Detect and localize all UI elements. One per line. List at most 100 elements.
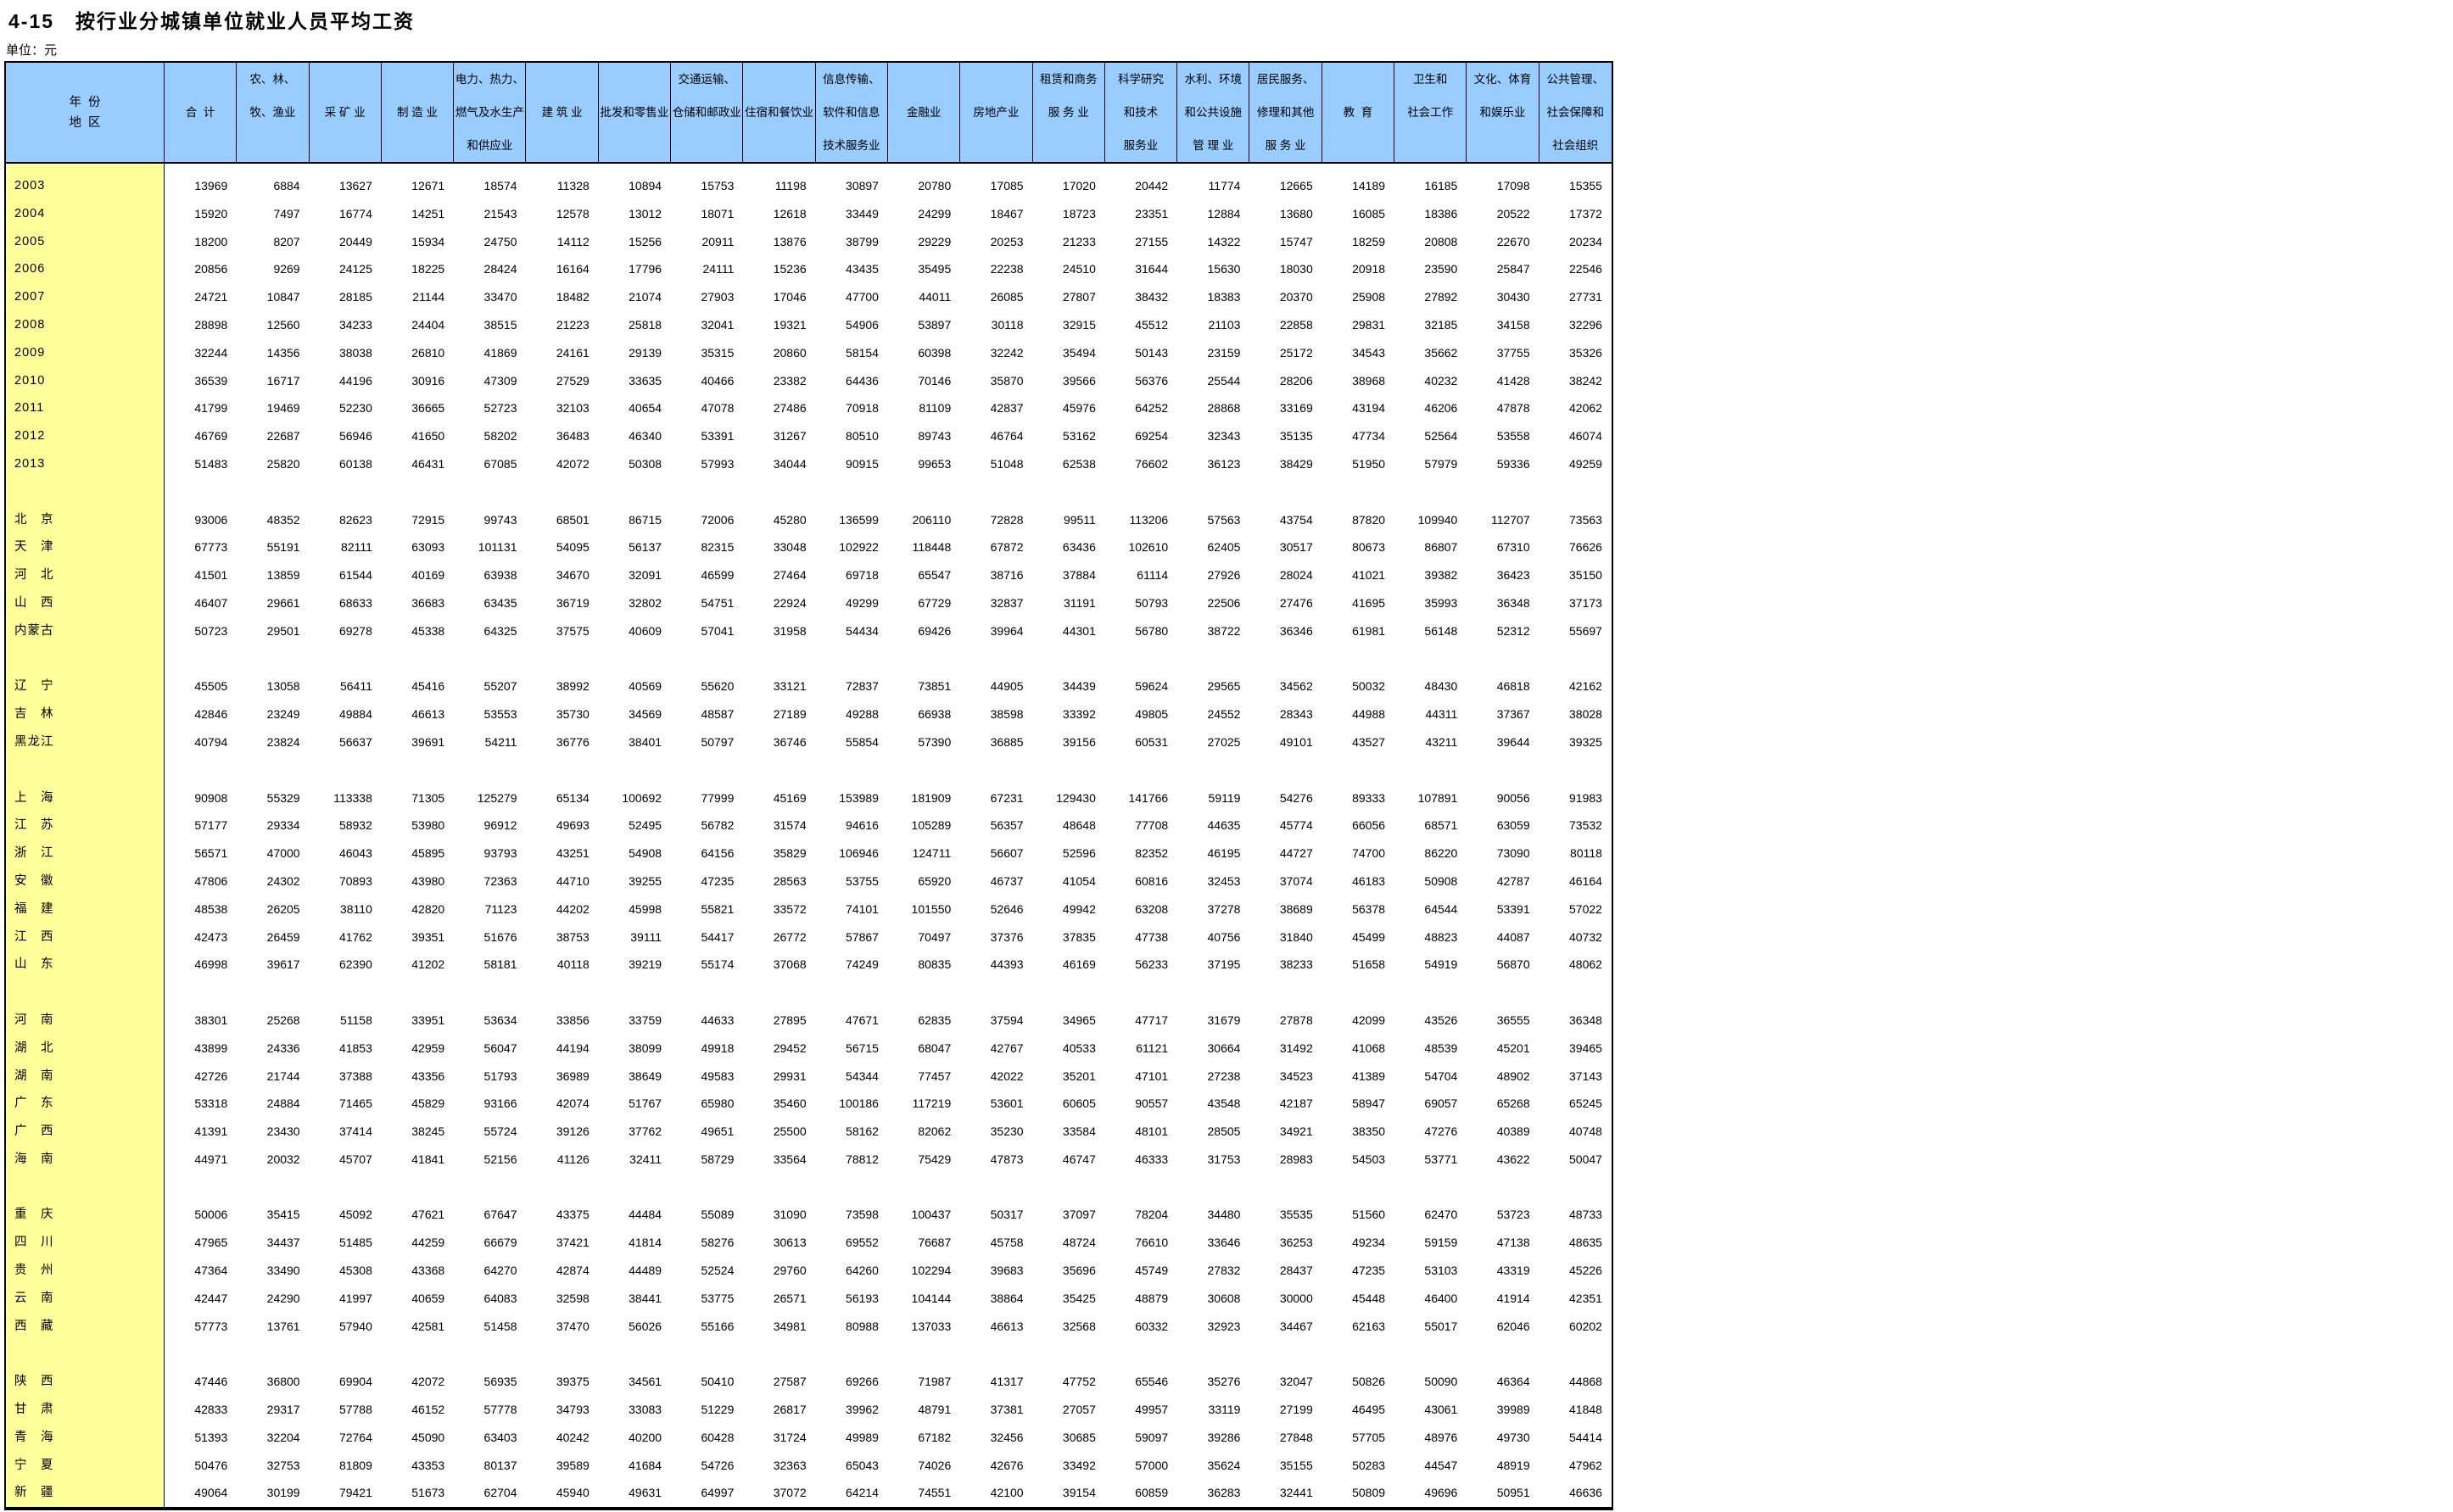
value-cell-education: 46183 [1352, 873, 1386, 888]
value-cell-agriculture-forestry-husbandry-fishery: 14356 [266, 345, 300, 360]
value-cell-hotels-catering: 45169 [773, 790, 807, 805]
value-cell-scientific-research-technical: 48879 [1135, 1291, 1169, 1305]
value-cell-mining: 45092 [338, 1208, 372, 1222]
value-cell-water-environment-public-facilities: 62405 [1207, 540, 1241, 555]
value-cell-hotels-catering: 35829 [773, 846, 807, 861]
value-cell-health-social-work: 86807 [1424, 540, 1458, 555]
value-cell-total: 67773 [194, 540, 228, 555]
value-cell-information-software-it: 33449 [846, 206, 879, 220]
value-cell-culture-sports-entertainment: 48902 [1496, 1068, 1530, 1083]
value-cell-wholesale-retail: 21074 [629, 290, 662, 304]
value-cell-wholesale-retail: 29139 [629, 345, 662, 360]
value-cell-health-social-work: 50908 [1424, 873, 1458, 888]
value-cell-hotels-catering: 23382 [773, 373, 807, 388]
value-cell-electricity-heat-gas-water: 54211 [484, 734, 517, 749]
value-cell-real-estate: 44393 [990, 957, 1024, 972]
column-header-line: 采 矿 业 [324, 106, 366, 119]
value-cell-mining: 41762 [338, 929, 372, 944]
row-label: 内蒙古 [14, 623, 54, 638]
value-cell-agriculture-forestry-husbandry-fishery: 8207 [273, 234, 300, 248]
value-cell-total: 41799 [194, 401, 228, 416]
corner-header-year-region: 年 份地 区 [6, 63, 165, 162]
table-row: 内蒙古 50723 29501 69278 45338 64325 37575 40609 57… [6, 617, 1612, 645]
value-cell-construction: 42074 [556, 1096, 590, 1111]
row-label: 甘 肃 [14, 1403, 54, 1417]
value-cell-water-environment-public-facilities: 32453 [1207, 873, 1241, 888]
value-cell-scientific-research-technical: 56233 [1135, 957, 1169, 972]
value-cell-agriculture-forestry-husbandry-fishery: 25820 [266, 456, 300, 471]
value-cell-education: 47235 [1352, 1264, 1386, 1278]
value-cell-resident-services-repair-other: 13680 [1279, 206, 1313, 220]
value-cell-finance: 60398 [918, 345, 952, 360]
value-cell-electricity-heat-gas-water: 52723 [483, 401, 517, 416]
value-cell-wholesale-retail: 33759 [629, 1013, 662, 1027]
value-cell-agriculture-forestry-husbandry-fishery: 39617 [266, 957, 300, 972]
value-cell-public-admin-social-security: 40732 [1569, 929, 1602, 944]
value-cell-public-admin-social-security: 40748 [1569, 1124, 1602, 1139]
value-cell-hotels-catering: 29452 [773, 1041, 807, 1055]
value-cell-finance: 65920 [918, 873, 952, 888]
value-cell-mining: 51485 [338, 1236, 372, 1250]
value-cell-leasing-business-services: 21233 [1062, 234, 1096, 248]
value-cell-education: 50826 [1352, 1375, 1386, 1389]
value-cell-agriculture-forestry-husbandry-fishery: 47000 [266, 846, 300, 861]
value-cell-public-admin-social-security: 35150 [1569, 568, 1602, 583]
row-label: 上 海 [14, 790, 54, 805]
value-cell-culture-sports-entertainment: 43622 [1496, 1152, 1530, 1166]
value-cell-finance: 74551 [918, 1486, 952, 1500]
column-header-line [1394, 129, 1466, 162]
value-cell-finance: 66938 [918, 707, 952, 722]
value-cell-leasing-business-services: 63436 [1062, 540, 1096, 555]
value-cell-finance: 67182 [918, 1430, 952, 1444]
value-cell-manufacturing: 45829 [411, 1096, 445, 1111]
value-cell-transport-storage-post: 54417 [701, 929, 735, 944]
value-cell-transport-storage-post: 53775 [701, 1291, 735, 1305]
value-cell-total: 51483 [194, 456, 228, 471]
value-cell-leasing-business-services: 53162 [1062, 429, 1096, 444]
value-cell-manufacturing: 40169 [411, 568, 445, 583]
value-cell-electricity-heat-gas-water: 71123 [484, 901, 517, 916]
value-cell-culture-sports-entertainment: 34158 [1496, 317, 1530, 332]
table-row: 贵 州 47364 33490 45308 43368 64270 42874 44489 52… [6, 1257, 1612, 1285]
value-cell-hotels-catering: 17046 [773, 290, 807, 304]
value-cell-education: 50809 [1352, 1486, 1386, 1500]
value-cell-transport-storage-post: 24111 [702, 262, 735, 276]
value-cell-education: 45448 [1352, 1291, 1386, 1305]
column-header-line: 居民服务、 [1256, 73, 1315, 86]
value-cell-hotels-catering: 31090 [773, 1208, 807, 1222]
value-cell-wholesale-retail: 50308 [629, 456, 662, 471]
value-cell-real-estate: 45758 [990, 1236, 1024, 1250]
value-cell-education: 66056 [1352, 818, 1386, 833]
value-cell-transport-storage-post: 20911 [701, 234, 735, 248]
value-cell-real-estate: 35230 [990, 1124, 1024, 1139]
value-cell-health-social-work: 62470 [1424, 1208, 1458, 1222]
value-cell-construction: 12578 [556, 206, 590, 220]
column-header-line [382, 63, 453, 96]
value-cell-health-social-work: 48430 [1424, 679, 1458, 694]
column-header-hotels-catering: 住宿和餐饮业 [743, 63, 816, 162]
value-cell-water-environment-public-facilities: 11774 [1208, 179, 1241, 192]
value-cell-hotels-catering: 31958 [773, 623, 807, 638]
value-cell-electricity-heat-gas-water: 67085 [483, 456, 517, 471]
table-row: 山 西 46407 29661 68633 36683 63435 36719 32802 54… [6, 589, 1612, 617]
value-cell-real-estate: 56607 [990, 846, 1024, 861]
value-cell-manufacturing: 14251 [411, 206, 445, 220]
value-cell-agriculture-forestry-husbandry-fishery: 13859 [266, 568, 300, 583]
value-cell-electricity-heat-gas-water: 56047 [483, 1041, 517, 1055]
column-header-line [599, 129, 670, 162]
value-cell-public-admin-social-security: 37143 [1569, 1068, 1602, 1083]
value-cell-agriculture-forestry-husbandry-fishery: 32753 [266, 1458, 300, 1472]
value-cell-construction: 39126 [556, 1124, 590, 1139]
value-cell-agriculture-forestry-husbandry-fishery: 25268 [266, 1013, 300, 1027]
value-cell-total: 46998 [194, 957, 228, 972]
value-cell-mining: 56637 [338, 734, 372, 749]
value-cell-total: 42726 [194, 1068, 228, 1083]
column-header-line: 修理和其他 [1256, 106, 1315, 119]
value-cell-health-social-work: 43061 [1424, 1403, 1458, 1417]
column-header-line: 软件和信息 [823, 106, 880, 119]
value-cell-resident-services-repair-other: 49101 [1279, 734, 1313, 749]
value-cell-manufacturing: 33951 [411, 1013, 445, 1027]
row-label: 2009 [14, 345, 46, 360]
column-header-line [743, 129, 814, 162]
value-cell-total: 57773 [194, 1319, 228, 1333]
